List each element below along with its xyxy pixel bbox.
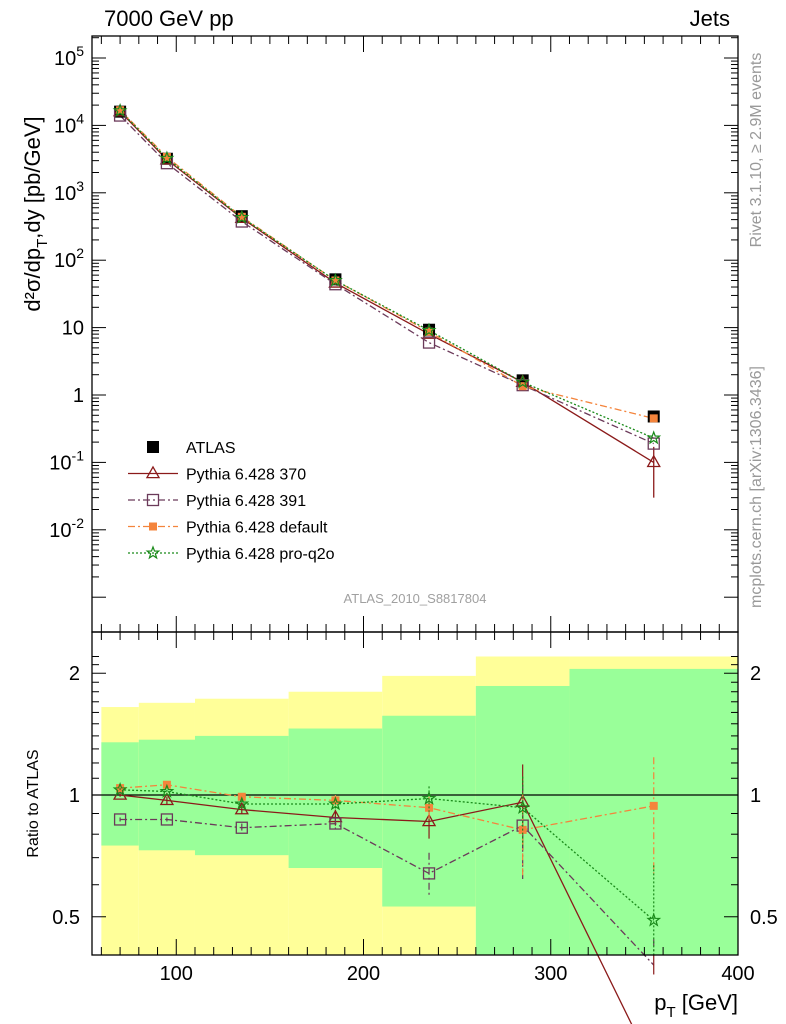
data-point-s2-5 (516, 379, 529, 392)
y-tick-label: 10 (62, 318, 84, 340)
data-point-s2-4 (422, 336, 436, 349)
legend-marker (149, 522, 157, 531)
data-point-s4-1 (159, 150, 175, 165)
series-line-4 (119, 110, 654, 439)
x-tick-label: 400 (721, 963, 754, 985)
series-line-1 (119, 111, 655, 463)
series-layer (112, 102, 662, 1024)
ratio-tick-label-left: 2 (69, 663, 80, 685)
y-tick-label: 104 (54, 110, 84, 137)
data-point-s4-3 (328, 272, 343, 287)
ratio-tick-label-right: 1 (750, 785, 761, 807)
ratio-point-s1-2 (235, 821, 248, 834)
ratio-point-s1-3 (329, 817, 342, 830)
ratio-point-s1-0 (113, 813, 127, 826)
ratio-point-s3-6 (646, 912, 662, 927)
legend-entry-0: ATLAS (147, 440, 236, 457)
y-tick-label: 105 (54, 43, 84, 70)
legend-marker (145, 545, 161, 560)
data-point-s4-4 (421, 322, 437, 337)
labels-layer: 10-2 10-1 1 10 102 103 104 105 106 0.5 0.5 1 1 2 2 100 2… (20, 0, 778, 1021)
ratio-tick-label-right: 0.5 (750, 907, 778, 929)
legend: ATLAS Pythia 6.428 370 Pythia 6.428 391 Pyt… (128, 440, 335, 563)
ratio-tick-label-left: 0.5 (52, 907, 80, 929)
ratio-frame (91, 631, 739, 956)
ratio-y-axis-label: Ratio to ATLAS (25, 749, 42, 857)
y-tick-label: 1 (73, 385, 84, 407)
header-left: 7000 GeV pp (104, 6, 234, 31)
ratio-tick-label-left: 1 (69, 785, 80, 807)
legend-label: Pythia 6.428 391 (186, 493, 306, 510)
series-line-3 (119, 109, 654, 420)
data-point-s4-6 (646, 430, 662, 445)
series-line-2 (119, 115, 654, 445)
data-point-s1-6 (646, 454, 661, 468)
axes-layer (91, 35, 739, 956)
analysis-tag: ATLAS_2010_S8817804 (344, 591, 487, 606)
y-axis-label: d²σ/dpT,dy [pb/GeV] (20, 116, 51, 311)
legend-label: ATLAS (186, 440, 236, 457)
y-tick-label: 103 (54, 178, 84, 205)
data-point-s2-6 (647, 437, 660, 450)
data-point-s3-0 (116, 106, 125, 115)
ratio-point-s3-0 (112, 782, 128, 797)
band-green (569, 668, 738, 955)
legend-label: Pythia 6.428 default (186, 520, 328, 537)
ratio-point-s0-1 (159, 792, 175, 806)
legend-entry-4: Pythia 6.428 pro-q2o (128, 545, 335, 563)
ratio-point-s3-1 (159, 783, 175, 798)
legend-entry-2: Pythia 6.428 391 (128, 493, 306, 510)
ratio-point-s3-5 (515, 799, 531, 815)
y-tick-label: 102 (54, 245, 84, 272)
data-point-s4-5 (515, 374, 531, 389)
legend-entry-1: Pythia 6.428 370 (128, 465, 306, 484)
ratio-point-s3-2 (234, 796, 250, 811)
y-tick-label: 10-2 (49, 515, 84, 542)
legend-entry-3: Pythia 6.428 default (128, 520, 328, 537)
ratio-point-s1-1 (160, 813, 174, 826)
legend-label: Pythia 6.428 pro-q2o (186, 546, 335, 563)
mcplots-label: mcplots.cern.ch [arXiv:1306.3436] (748, 366, 765, 608)
legend-marker (145, 465, 161, 479)
y-tick-label: 10-1 (49, 447, 84, 474)
data-point-s4-0 (112, 102, 128, 118)
main-frame (91, 35, 739, 633)
ratio-point-s1-4 (422, 867, 436, 880)
x-axis-label: pT [GeV] (654, 990, 738, 1021)
rivet-version-label: Rivet 3.1.10, ≥ 2.9M events (748, 53, 765, 248)
data-point-s3-5 (518, 382, 527, 391)
legend-label: Pythia 6.428 370 (186, 467, 306, 484)
ratio-point-s0-4 (421, 813, 437, 827)
ratio-point-s3-4 (421, 790, 437, 805)
legend-marker (146, 493, 160, 507)
x-tick-label: 100 (160, 963, 193, 985)
x-tick-label: 300 (534, 963, 567, 985)
data-point-s4-2 (234, 209, 250, 224)
data-point-s3-1 (162, 152, 171, 161)
legend-marker (147, 441, 159, 453)
data-point-s3-3 (331, 276, 340, 285)
y-tick-label: 106 (54, 0, 84, 3)
data-point-s3-4 (425, 327, 434, 336)
header-right: Jets (689, 6, 730, 31)
ratio-tick-label-right: 2 (750, 663, 761, 685)
data-point-s3-6 (649, 414, 658, 423)
ratio-point-s3-3 (328, 796, 343, 811)
x-tick-label: 200 (347, 963, 380, 985)
ratio-point-s2-6 (649, 801, 658, 810)
data-point-s3-2 (237, 212, 246, 221)
